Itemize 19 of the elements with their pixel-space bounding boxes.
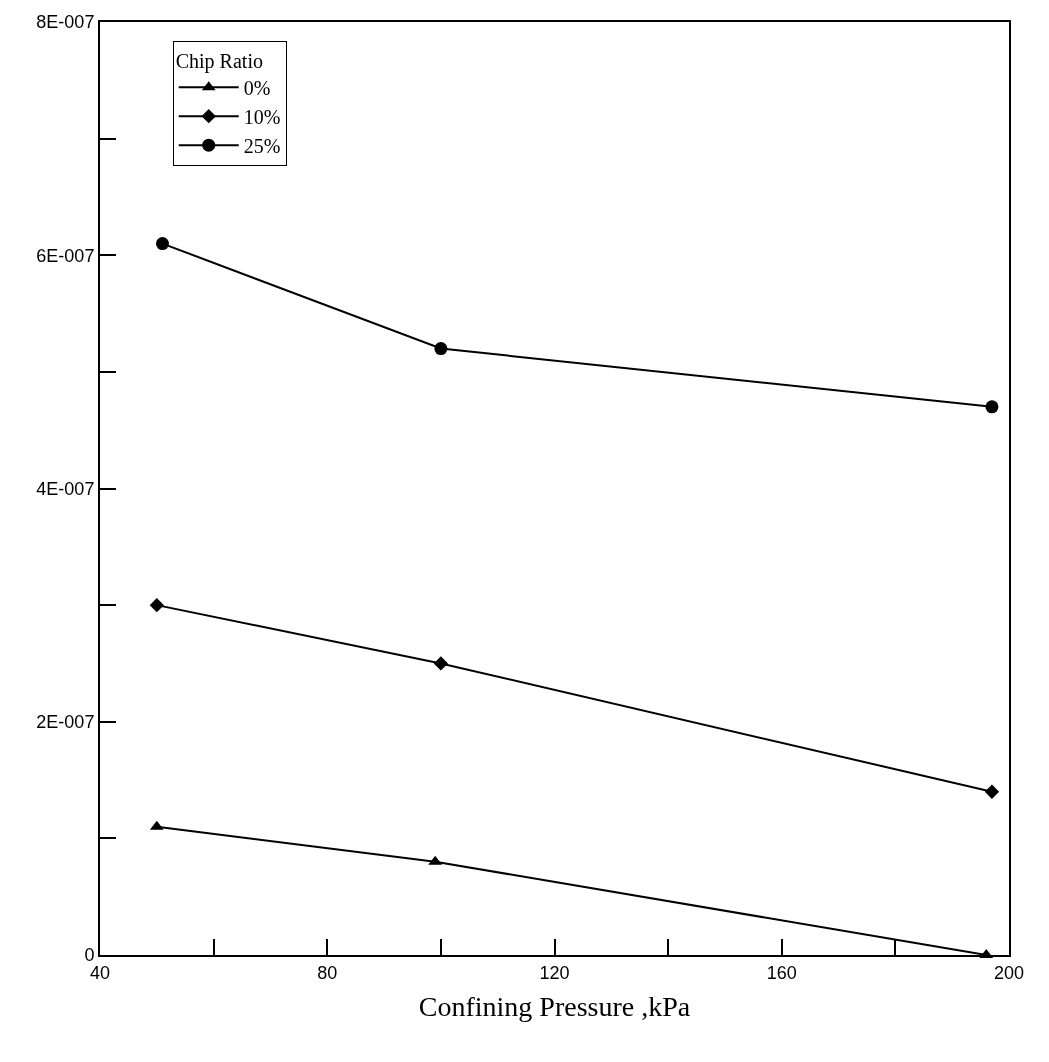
y-tick-label: 4E-007	[36, 478, 95, 499]
point	[149, 597, 164, 613]
y-tick-label: 6E-007	[36, 245, 95, 266]
legend-label: 25%	[243, 134, 281, 157]
x-axis-title: Confining Pressure ,kPa	[418, 991, 691, 1023]
x-tick-label: 120	[539, 962, 570, 983]
point	[984, 784, 1000, 799]
x-tick-label: 80	[317, 962, 338, 983]
legend-label: 10%	[243, 105, 281, 128]
point	[985, 400, 999, 414]
point	[433, 656, 449, 671]
y-tick-label: 8E-007	[36, 12, 95, 33]
y-tick-label: 2E-007	[36, 712, 95, 733]
point	[156, 237, 169, 251]
x-tick-label: 200	[993, 962, 1025, 983]
point	[434, 342, 448, 356]
legend-label: 0%	[243, 76, 271, 99]
x-tick-label: 160	[766, 962, 797, 983]
legend-title: Chip Ratio	[175, 49, 263, 73]
